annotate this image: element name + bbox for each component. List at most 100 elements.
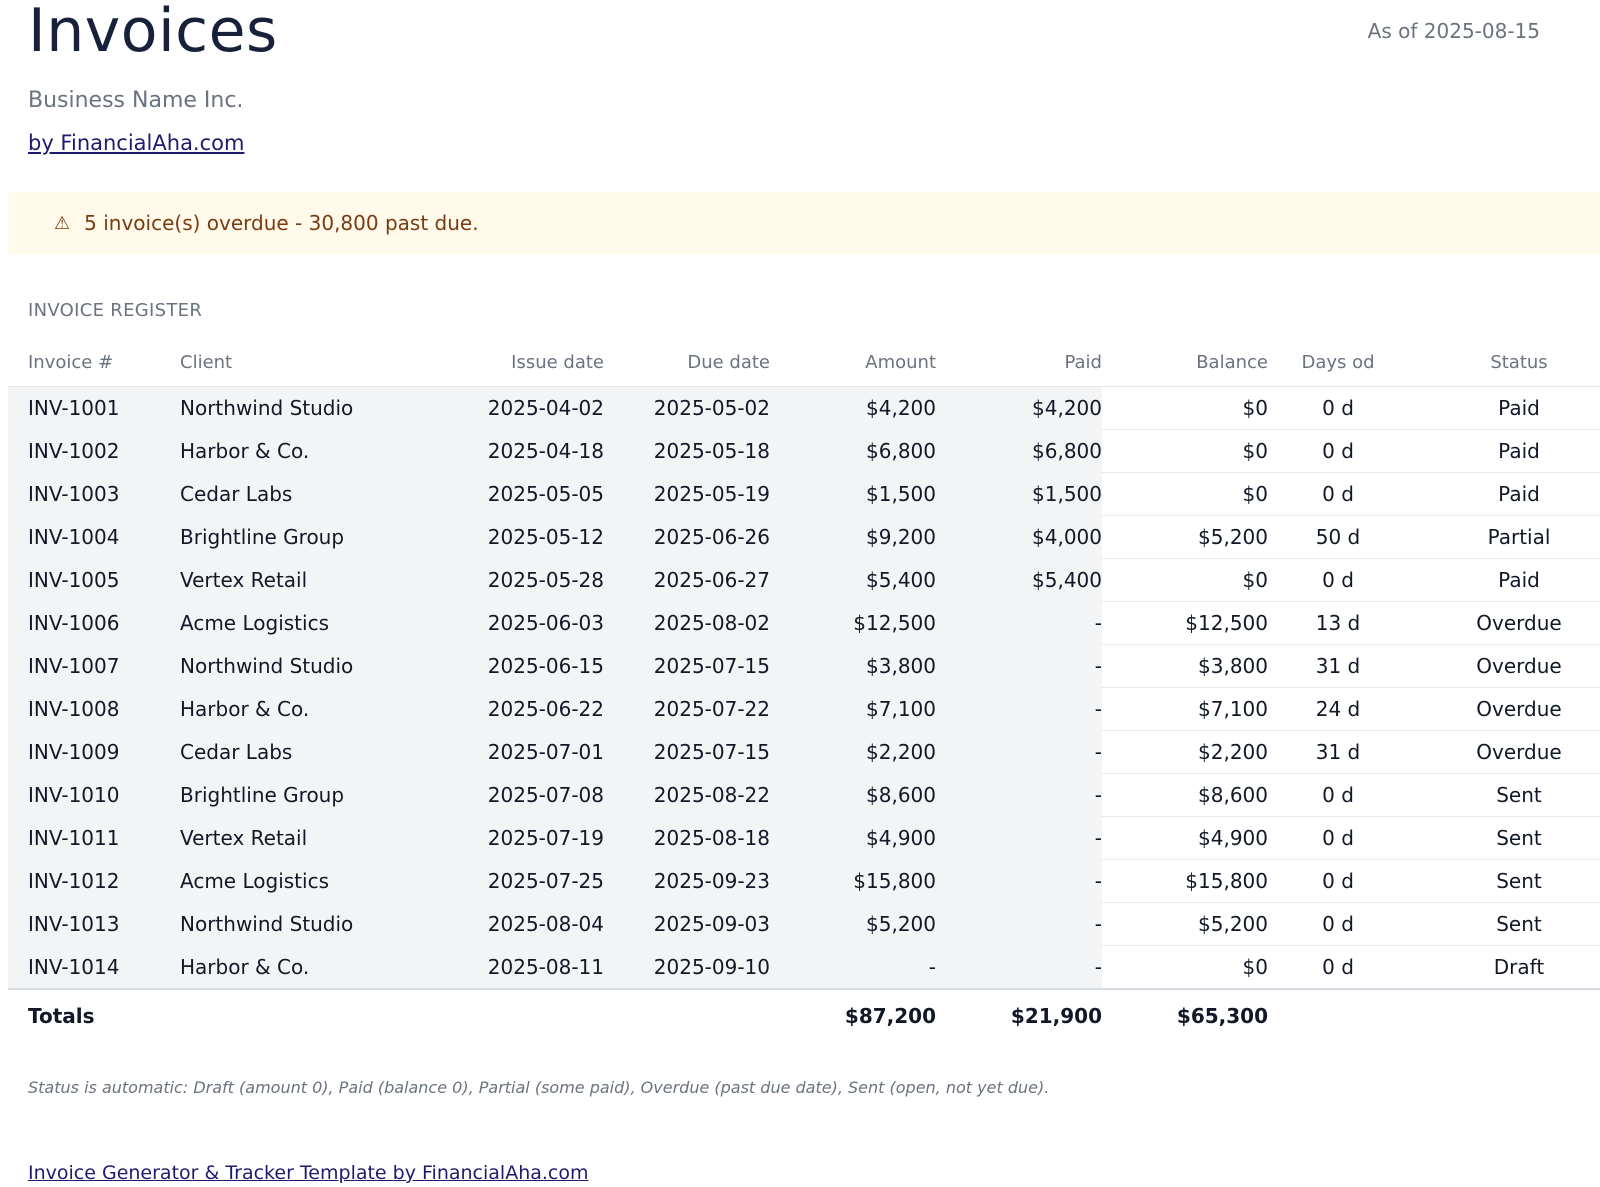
cell-balance: $5,200 (1102, 515, 1268, 559)
table-row[interactable]: INV-1004 Brightline Group 2025-05-12 2025-0… (8, 515, 1600, 559)
cell-status: Partial (1438, 515, 1600, 559)
column-header-status[interactable]: Status (1438, 338, 1600, 387)
cell-amount: $2,200 (770, 730, 936, 774)
cell-amount: $1,500 (770, 472, 936, 516)
cell-issue-date: 2025-04-18 (350, 429, 604, 473)
cell-balance: $0 (1102, 386, 1268, 430)
cell-balance: $4,900 (1102, 816, 1268, 860)
cell-due-date: 2025-05-19 (604, 472, 770, 516)
cell-due-date: 2025-09-23 (604, 859, 770, 903)
cell-days-overdue: 0 d (1268, 558, 1438, 602)
footer-template-link[interactable]: Invoice Generator & Tracker Template by … (28, 1162, 589, 1184)
cell-status: Paid (1438, 429, 1600, 473)
cell-balance: $5,200 (1102, 902, 1268, 946)
column-header-balance[interactable]: Balance (1102, 338, 1268, 387)
cell-balance: $0 (1102, 945, 1268, 990)
column-header-due-date[interactable]: Due date (604, 338, 770, 387)
cell-balance: $0 (1102, 472, 1268, 516)
cell-issue-date: 2025-05-05 (350, 472, 604, 516)
table-row[interactable]: INV-1009 Cedar Labs 2025-07-01 2025-07-15 $2… (8, 730, 1600, 774)
cell-due-date: 2025-08-02 (604, 601, 770, 645)
cell-client: Cedar Labs (180, 730, 350, 774)
cell-status: Sent (1438, 773, 1600, 817)
column-header-issue-date[interactable]: Issue date (350, 338, 604, 387)
cell-status: Sent (1438, 816, 1600, 860)
cell-balance: $0 (1102, 558, 1268, 602)
cell-days-overdue: 0 d (1268, 902, 1438, 946)
cell-amount: $4,900 (770, 816, 936, 860)
cell-invoice: INV-1011 (8, 816, 180, 860)
cell-paid: $1,500 (936, 472, 1102, 516)
total-paid: $21,900 (1010, 1004, 1102, 1028)
by-financialaha-link[interactable]: by FinancialAha.com (28, 131, 245, 155)
cell-issue-date: 2025-04-02 (350, 386, 604, 430)
cell-paid: - (936, 945, 1102, 990)
cell-amount: $15,800 (770, 859, 936, 903)
cell-days-overdue: 0 d (1268, 429, 1438, 473)
column-header-client[interactable]: Client (180, 338, 350, 387)
cell-client: Harbor & Co. (180, 429, 350, 473)
cell-days-overdue: 31 d (1268, 644, 1438, 688)
cell-invoice: INV-1001 (8, 386, 180, 430)
cell-balance: $7,100 (1102, 687, 1268, 731)
table-row[interactable]: INV-1001 Northwind Studio 2025-04-02 2025-0… (8, 386, 1600, 430)
table-row[interactable]: INV-1006 Acme Logistics 2025-06-03 2025-08-… (8, 601, 1600, 645)
cell-amount: $8,600 (770, 773, 936, 817)
cell-paid: - (936, 644, 1102, 688)
cell-days-overdue: 0 d (1268, 816, 1438, 860)
cell-status: Overdue (1438, 730, 1600, 774)
cell-status: Overdue (1438, 601, 1600, 645)
column-header-paid[interactable]: Paid (936, 338, 1102, 387)
table-row[interactable]: INV-1007 Northwind Studio 2025-06-15 2025-0… (8, 644, 1600, 688)
cell-paid: - (936, 730, 1102, 774)
table-row[interactable]: INV-1011 Vertex Retail 2025-07-19 2025-08-1… (8, 816, 1600, 860)
cell-client: Brightline Group (180, 773, 350, 817)
table-row[interactable]: INV-1002 Harbor & Co. 2025-04-18 2025-05-18… (8, 429, 1600, 473)
table-row[interactable]: INV-1012 Acme Logistics 2025-07-25 2025-09-… (8, 859, 1600, 903)
invoice-rows: INV-1001 Northwind Studio 2025-04-02 2025-0… (8, 386, 1600, 990)
cell-due-date: 2025-05-18 (604, 429, 770, 473)
cell-due-date: 2025-07-22 (604, 687, 770, 731)
cell-invoice: INV-1013 (8, 902, 180, 946)
cell-invoice: INV-1005 (8, 558, 180, 602)
totals-row: Totals $87,200 $21,900 $65,300 (8, 989, 1600, 1042)
cell-paid: $6,800 (936, 429, 1102, 473)
cell-invoice: INV-1008 (8, 687, 180, 731)
cell-amount: $4,200 (770, 386, 936, 430)
cell-client: Acme Logistics (180, 859, 350, 903)
status-footnote: Status is automatic: Draft (amount 0), P… (28, 1078, 1050, 1097)
cell-amount: $3,800 (770, 644, 936, 688)
cell-invoice: INV-1009 (8, 730, 180, 774)
cell-issue-date: 2025-07-01 (350, 730, 604, 774)
cell-invoice: INV-1014 (8, 945, 180, 990)
table-row[interactable]: INV-1013 Northwind Studio 2025-08-04 2025-0… (8, 902, 1600, 946)
cell-client: Harbor & Co. (180, 687, 350, 731)
table-row[interactable]: INV-1008 Harbor & Co. 2025-06-22 2025-07-22… (8, 687, 1600, 731)
cell-client: Brightline Group (180, 515, 350, 559)
cell-days-overdue: 31 d (1268, 730, 1438, 774)
column-header-days-overdue[interactable]: Days od (1268, 338, 1438, 387)
cell-invoice: INV-1012 (8, 859, 180, 903)
table-row[interactable]: INV-1003 Cedar Labs 2025-05-05 2025-05-19 $1… (8, 472, 1600, 516)
table-row[interactable]: INV-1014 Harbor & Co. 2025-08-11 2025-09-10… (8, 945, 1600, 990)
column-header-invoice[interactable]: Invoice # (8, 338, 180, 387)
cell-issue-date: 2025-06-03 (350, 601, 604, 645)
column-header-amount[interactable]: Amount (770, 338, 936, 387)
cell-due-date: 2025-06-26 (604, 515, 770, 559)
cell-client: Harbor & Co. (180, 945, 350, 990)
cell-amount: $12,500 (770, 601, 936, 645)
cell-days-overdue: 0 d (1268, 773, 1438, 817)
cell-status: Overdue (1438, 687, 1600, 731)
cell-invoice: INV-1003 (8, 472, 180, 516)
cell-balance: $3,800 (1102, 644, 1268, 688)
table-row[interactable]: INV-1005 Vertex Retail 2025-05-28 2025-06-2… (8, 558, 1600, 602)
table-row[interactable]: INV-1010 Brightline Group 2025-07-08 2025-0… (8, 773, 1600, 817)
business-name: Business Name Inc. (28, 88, 244, 113)
cell-invoice: INV-1002 (8, 429, 180, 473)
cell-balance: $0 (1102, 429, 1268, 473)
cell-paid: - (936, 687, 1102, 731)
cell-issue-date: 2025-08-11 (350, 945, 604, 990)
invoice-register-table: Invoice # Client Issue date Due date Amo… (8, 338, 1600, 1042)
cell-status: Paid (1438, 472, 1600, 516)
cell-invoice: INV-1006 (8, 601, 180, 645)
